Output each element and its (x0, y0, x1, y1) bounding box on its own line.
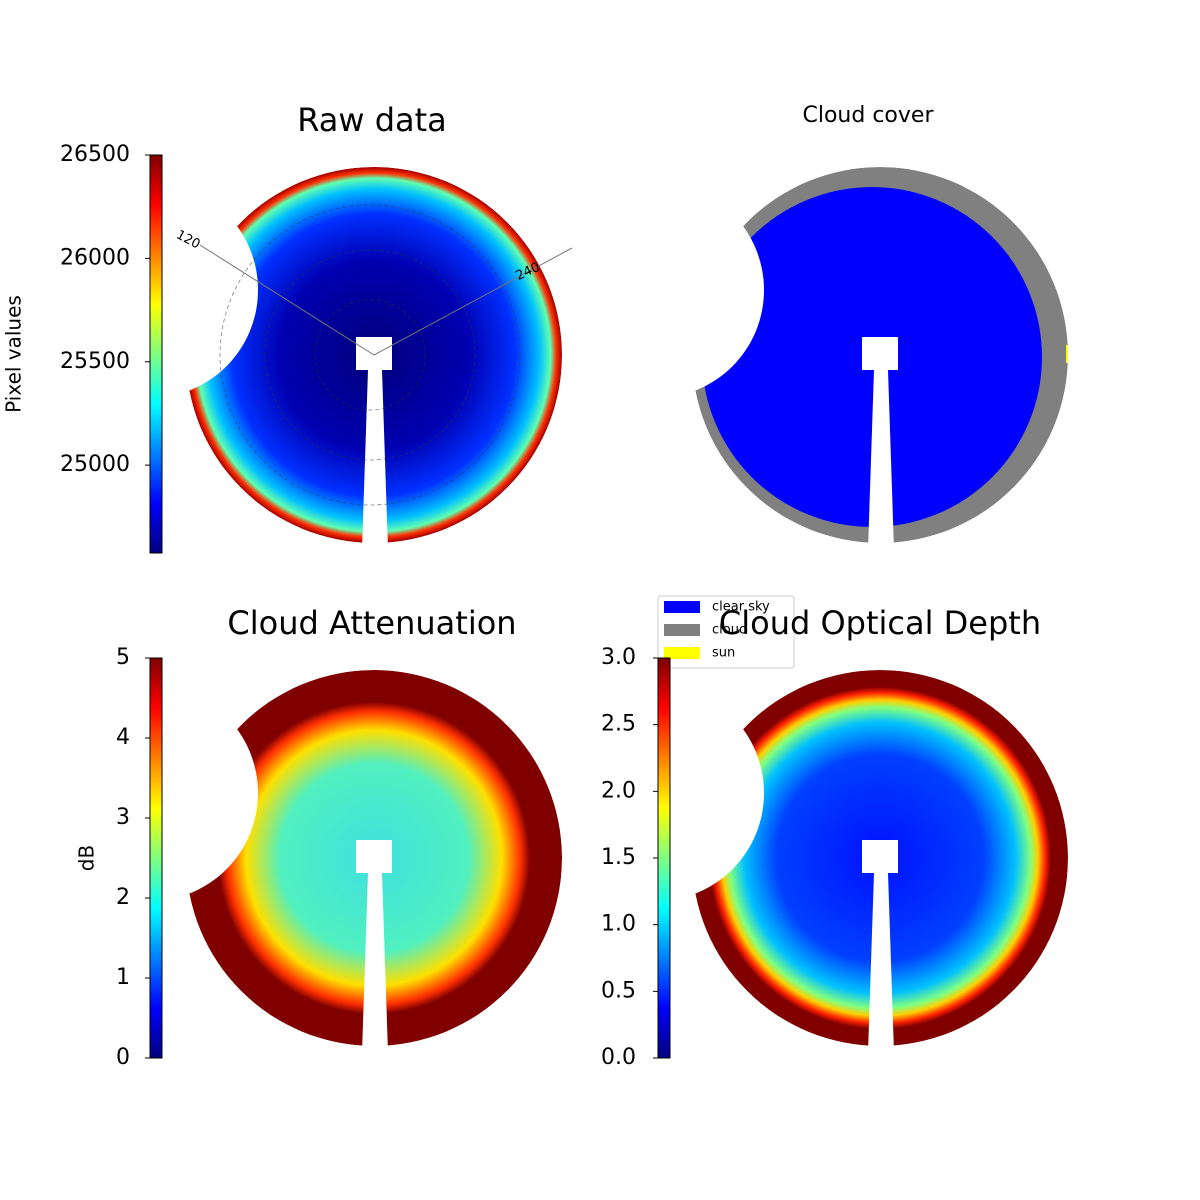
sun-region (1066, 345, 1080, 363)
colorbar-label: Pixel values (2, 295, 26, 413)
colorbar-label: dB (75, 845, 99, 871)
colorbar-tick-label: 25000 (60, 452, 130, 477)
sky-values (692, 670, 1068, 1046)
sky-image (692, 167, 1080, 543)
panel-title: Cloud cover (803, 103, 935, 128)
colorbar-tick-label: 4 (116, 725, 130, 750)
clear-sky-region (702, 187, 1042, 527)
colorbar-tick-label: 1.0 (601, 912, 636, 937)
legend-swatch (664, 647, 700, 659)
polar-grid (219, 204, 521, 506)
colorbar-tick-label: 2.5 (601, 712, 636, 737)
colorbar-tick-label: 0.0 (601, 1045, 636, 1070)
colorbar-tick-label: 5 (116, 645, 130, 670)
colorbar-tick-label: 25500 (60, 349, 130, 374)
polar-grid (314, 299, 426, 411)
azimuth-line (199, 244, 375, 356)
colorbar-tick-label: 1 (116, 965, 130, 990)
legend-label: sun (712, 646, 735, 661)
legend-label: cloud (712, 623, 747, 638)
polar-grid (264, 249, 476, 461)
colorbar (149, 154, 163, 554)
panel-title: Raw data (297, 101, 447, 139)
legend-label: clear sky (712, 600, 770, 615)
panel-title: Cloud Attenuation (227, 604, 516, 642)
legend-swatch (664, 601, 700, 613)
colorbar-tick-label: 0.5 (601, 978, 636, 1003)
sky-image (186, 670, 562, 1046)
panel-title: Cloud Optical Depth (719, 604, 1041, 642)
colorbar (657, 657, 671, 1059)
legend-swatch (664, 624, 700, 636)
sky-values (186, 670, 562, 1046)
colorbar-tick-label: 2 (116, 885, 130, 910)
colorbar-tick-label: 26500 (60, 142, 130, 167)
sky-image (692, 670, 1068, 1046)
colorbar-tick-label: 3 (116, 805, 130, 830)
azimuth-line (373, 247, 573, 356)
colorbar (149, 657, 163, 1059)
colorbar-tick-label: 2.0 (601, 778, 636, 803)
colorbar-tick-label: 3.0 (601, 645, 636, 670)
colorbar-tick-label: 26000 (60, 245, 130, 270)
colorbar-tick-label: 1.5 (601, 845, 636, 870)
colorbar-tick-label: 0 (116, 1045, 130, 1070)
